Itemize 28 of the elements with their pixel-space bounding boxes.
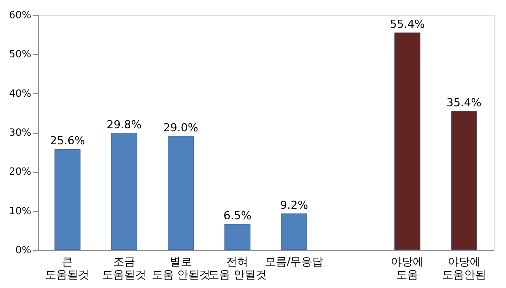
- bar: [168, 136, 194, 250]
- x-tick-label: 모름/무응답: [264, 256, 324, 268]
- bar: [54, 149, 81, 250]
- y-tick-label: 10%: [9, 206, 32, 218]
- x-tick-label: 별로 도움 안될것: [152, 256, 210, 282]
- x-tick-label: 전혀 도움 안될것: [208, 256, 267, 282]
- data-label: 9.2%: [280, 198, 308, 212]
- data-label: 29.8%: [106, 118, 142, 132]
- y-tick-label: 30%: [9, 128, 32, 139]
- data-label: 35.4%: [446, 96, 482, 110]
- bar: [224, 224, 251, 250]
- y-tick-label: 60%: [9, 10, 32, 22]
- x-tick-label: 야당에 도움: [391, 256, 424, 282]
- bar: [394, 32, 421, 250]
- data-label: 55.4%: [390, 18, 426, 32]
- x-tick-label: 조금 도움될것: [102, 256, 146, 282]
- y-tick-label: 0%: [16, 246, 32, 256]
- bar: [451, 111, 478, 250]
- data-label: 6.5%: [224, 210, 252, 223]
- y-tick-label: 20%: [9, 167, 32, 178]
- data-label: 25.6%: [50, 134, 86, 148]
- y-tick-label: 50%: [9, 50, 32, 61]
- data-label: 29.0%: [164, 121, 199, 134]
- x-tick-label: 큰 도움될것: [46, 256, 90, 282]
- y-tick-label: 40%: [9, 88, 32, 100]
- bar: [281, 214, 308, 250]
- bar: [111, 133, 138, 250]
- x-tick-label: 야당에 도움안됨: [442, 256, 486, 282]
